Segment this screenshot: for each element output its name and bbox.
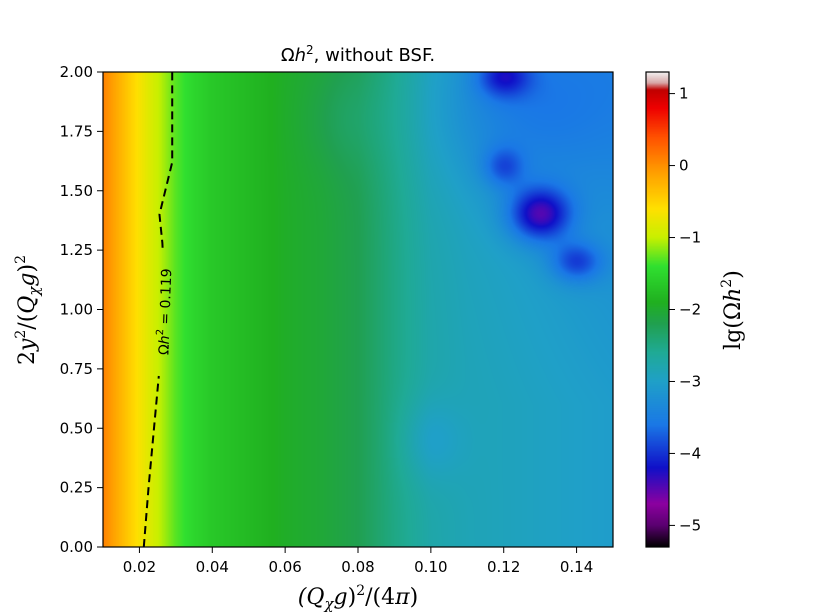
x-tick-label: 0.10 [414, 558, 447, 576]
y-tick-label: 1.75 [60, 122, 93, 140]
colorbar-tick-label: −1 [679, 229, 701, 247]
colorbar-tick-label: −4 [679, 444, 701, 462]
colorbar-tick-label: −2 [679, 301, 701, 319]
y-tick-label: 0.00 [60, 538, 93, 556]
x-tick-label: 0.08 [341, 558, 374, 576]
heatmap-canvas [103, 72, 613, 547]
plot-area: Ωh2 = 0.119 [102, 71, 614, 548]
colorbar-title: lg(Ωh2) [719, 270, 746, 350]
colorbar-gradient [646, 72, 669, 547]
y-tick-label: 0.25 [60, 479, 93, 497]
x-tick-label: 0.04 [196, 558, 229, 576]
contour-line [158, 72, 174, 248]
chart-title: Ωh2, without BSF. [281, 43, 435, 66]
y-tick-label: 0.75 [60, 360, 93, 378]
x-axis: 0.02 0.04 0.06 0.08 0.10 0.12 0.14 [123, 547, 593, 576]
y-tick-label: 1.50 [60, 182, 93, 200]
contour-label: Ωh2 = 0.119 [154, 268, 175, 355]
x-axis-title: (Qχg)2/(4π) [298, 583, 418, 613]
x-tick-label: 0.12 [487, 558, 520, 576]
colorbar-ticks: 1 0 −1 −2 −3 −4 −5 [669, 85, 701, 534]
colorbar-tick-label: 0 [679, 157, 689, 175]
x-tick-label: 0.14 [560, 558, 593, 576]
colorbar-tick-label: −5 [679, 516, 701, 534]
y-axis-title: 2y2/(Qχg)2 [13, 255, 43, 365]
y-tick-label: 0.50 [60, 419, 93, 437]
colorbar-tick-label: −3 [679, 372, 701, 390]
y-tick-label: 2.00 [60, 63, 93, 81]
contour-line [142, 375, 160, 548]
colorbar: 1 0 −1 −2 −3 −4 −5 lg(Ωh2) [645, 71, 746, 548]
y-axis: 0.00 0.25 0.50 0.75 1.00 1.25 1.50 1.75 2.00 [60, 63, 103, 556]
y-tick-label: 1.00 [60, 301, 93, 319]
colorbar-tick-label: 1 [679, 85, 689, 103]
x-tick-label: 0.06 [268, 558, 301, 576]
contour-layer: Ωh2 = 0.119 [142, 72, 175, 548]
x-tick-label: 0.02 [123, 558, 156, 576]
y-tick-label: 1.25 [60, 241, 93, 259]
